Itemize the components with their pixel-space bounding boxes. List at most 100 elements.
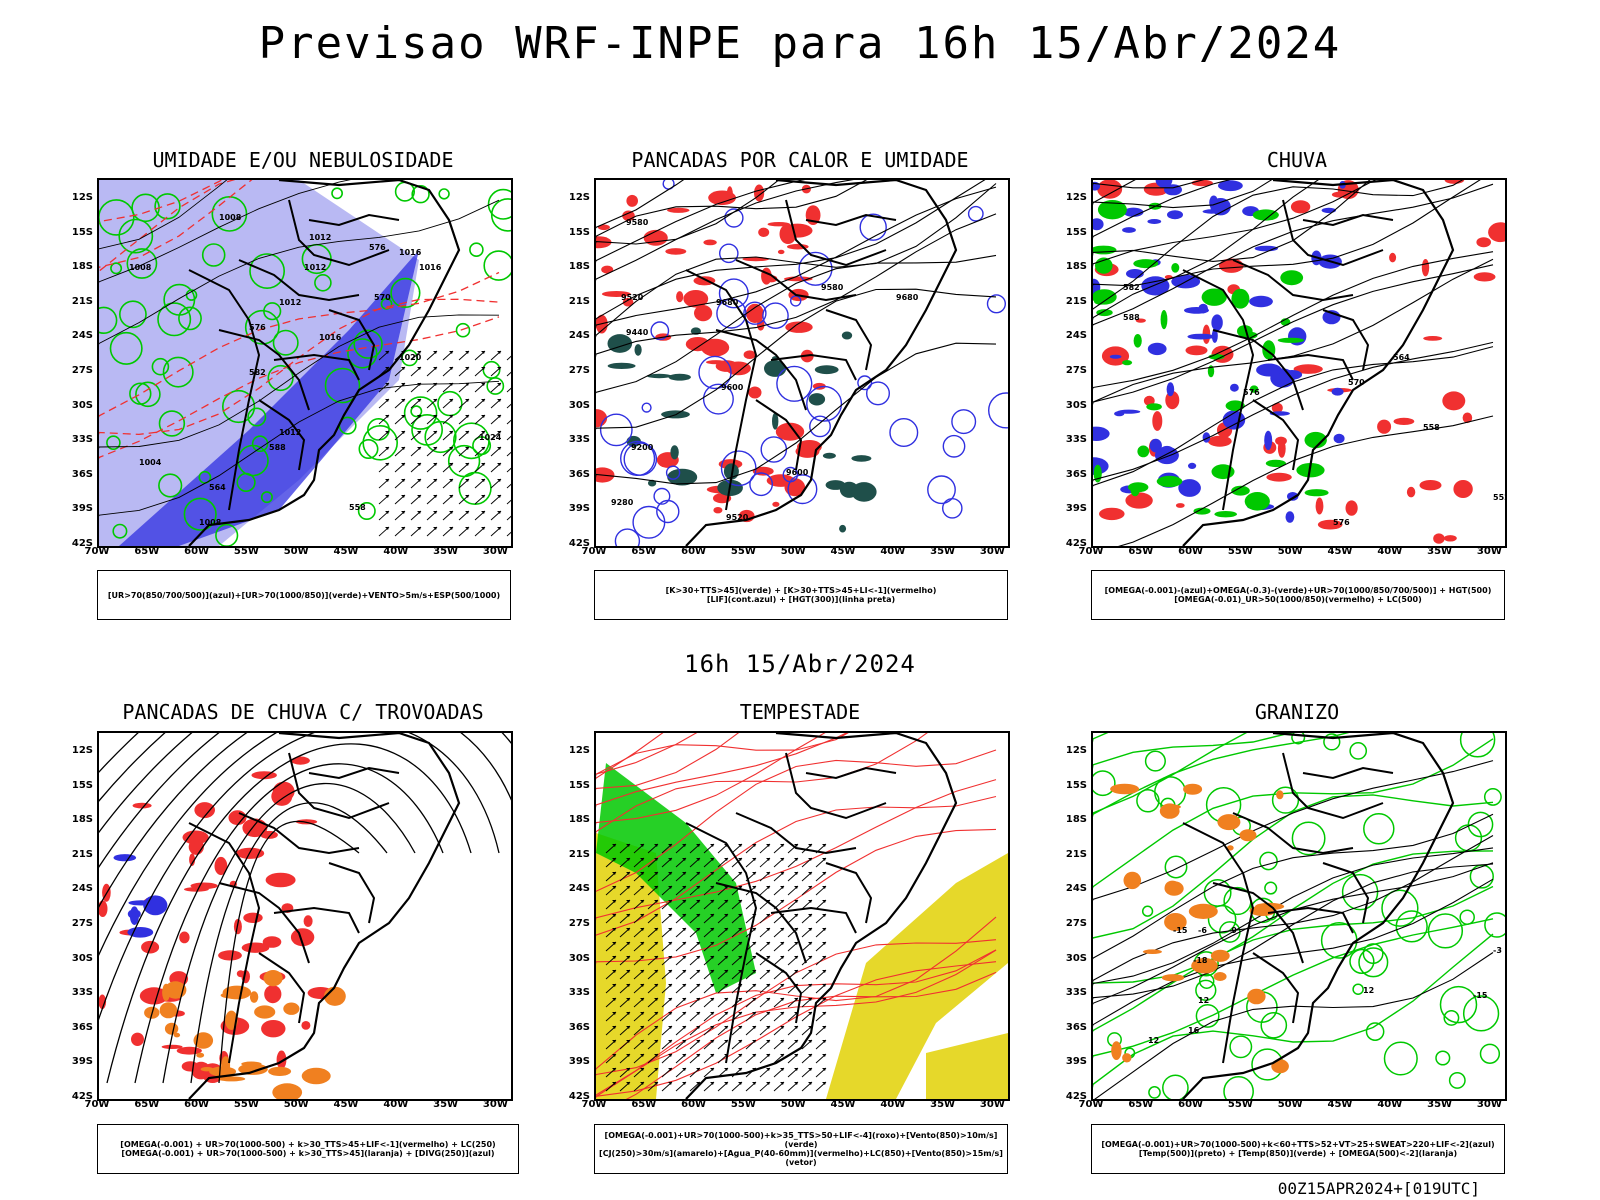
latitude-tick-label: 12S [71, 192, 93, 203]
longitude-tick-label: 65W [631, 1099, 657, 1110]
panel-title: GRANIZO [1254, 700, 1340, 724]
contour-label: 9600 [721, 383, 744, 392]
map-svg: 9580 9520 9440 9680 9600 9580 9200 9280 9520 9600… [596, 180, 1008, 546]
legend-line: [OMEGA(-0.001) + UR>70(1000-500) + k>30_… [121, 1149, 495, 1158]
legend-line: [LIF](cont.azul) + [HGT(300)](linha pret… [706, 595, 896, 604]
latitude-tick-label: 42S [568, 538, 590, 549]
latitude-tick-label: 21S [1065, 295, 1087, 307]
longitude-tick-label: 65W [1128, 1099, 1154, 1110]
contour-label: 9440 [626, 328, 649, 337]
longitude-tick-label: 70W [581, 1099, 607, 1110]
latitude-tick-label: 27S [1065, 365, 1087, 376]
subtitle: 16h 15/Abr/2024 [684, 650, 916, 678]
longitude-tick-label: 35W [433, 546, 459, 557]
latitude-tick-label: 33S [568, 434, 590, 446]
longitude-tick-label: 65W [134, 1099, 160, 1110]
map-svg: 1008 1012 1012 1016 1016 1012 1020 1024 1008 1004… [99, 180, 511, 546]
longitude-tick-label: 50W [283, 546, 309, 557]
latitude-tick-label: 30S [568, 952, 590, 964]
contour-label: 9600 [786, 468, 809, 477]
latitude-tick-label: 18S [1065, 261, 1087, 273]
longitude-tick-label: 45W [830, 546, 856, 557]
latitude-tick-label: 12S [1065, 192, 1087, 203]
legend-line: [OMEGA(-0.001) + UR>70(1000-500) + k>30_… [120, 1140, 496, 1149]
contour-label: -6 [1198, 926, 1207, 935]
latitude-tick-label: 15S [568, 226, 590, 238]
contour-label: -18 [1193, 956, 1208, 965]
longitude-tick-label: 55W [233, 1099, 259, 1110]
contour-label: 552 [1493, 493, 1505, 502]
contour-label: 558 [1423, 423, 1440, 432]
legend-box: [OMEGA(-0.001)+UR>70(1000-500)+k<60+TTS>… [1091, 1124, 1505, 1174]
legend-line: [OMEGA(-0.01)_UR>50(1000/850)(vermelho) … [1174, 595, 1422, 604]
latitude-tick-label: 33S [568, 987, 590, 999]
longitude-tick-label: 40W [1377, 1099, 1403, 1110]
longitude-tick-label: 45W [333, 546, 359, 557]
latitude-tick-label: 18S [71, 261, 93, 273]
contour-label: 9680 [896, 293, 919, 302]
latitude-tick-label: 33S [71, 987, 93, 999]
longitude-tick-label: 60W [681, 546, 707, 557]
longitude-tick-label: 30W [979, 546, 1005, 557]
legend-line: [OMEGA(-0.001)+UR>70(1000-500)+k>35_TTS>… [604, 1131, 998, 1149]
longitude-tick-label: 70W [1078, 546, 1104, 557]
panel-title: CHUVA [1266, 148, 1328, 172]
contour-label: 582 [249, 368, 266, 377]
contour-label: 582 [1123, 283, 1140, 292]
latitude-tick-label: 15S [1065, 779, 1087, 791]
longitude-tick-label: 65W [1128, 546, 1154, 557]
panel-title: TEMPESTADE [739, 700, 861, 724]
latitude-tick-label: 42S [71, 1091, 93, 1102]
latitude-tick-label: 39S [1065, 503, 1087, 515]
panel-title: UMIDADE E/OU NEBULOSIDADE [152, 148, 454, 172]
legend-line: [Temp(500)](preto) + [Temp(850)](verde) … [1138, 1149, 1458, 1158]
latitude-tick-label: 24S [1065, 883, 1087, 895]
latitude-tick-label: 39S [568, 503, 590, 515]
latitude-tick-label: 36S [1065, 1021, 1087, 1033]
longitude-tick-label: 60W [184, 1099, 210, 1110]
latitude-tick-label: 36S [71, 468, 93, 480]
longitude-tick-label: 70W [1078, 1099, 1104, 1110]
longitude-tick-label: 70W [84, 546, 110, 557]
longitude-tick-label: 60W [1178, 546, 1204, 557]
latitude-tick-label: 39S [71, 503, 93, 515]
latitude-tick-label: 36S [71, 1021, 93, 1033]
longitude-tick-label: 40W [1377, 546, 1403, 557]
longitude-tick-label: 30W [1476, 546, 1502, 557]
longitude-tick-label: 45W [333, 1099, 359, 1110]
contour-label: 564 [209, 483, 226, 492]
longitude-tick-label: 40W [383, 546, 409, 557]
main-title: Previsao WRF-INPE para 16h 15/Abr/2024 [258, 18, 1342, 69]
latitude-tick-label: 15S [568, 779, 590, 791]
map-svg [596, 733, 1008, 1099]
contour-label: 1012 [309, 233, 331, 242]
latitude-tick-label: 18S [568, 261, 590, 273]
latitude-tick-label: 36S [568, 468, 590, 480]
legend-line: [K>30+TTS>45](verde) + [K>30+TTS>45+LI<-… [665, 586, 937, 595]
latitude-tick-label: 30S [1065, 952, 1087, 964]
latitude-tick-label: 42S [1065, 1091, 1087, 1102]
contour-label: 576 [249, 323, 266, 332]
contour-label: 1024 [479, 433, 502, 442]
contour-label: 588 [269, 443, 286, 452]
legend-box: [K>30+TTS>45](verde) + [K>30+TTS>45+LI<-… [594, 570, 1008, 620]
longitude-tick-label: 55W [730, 1099, 756, 1110]
longitude-tick-label: 40W [880, 1099, 906, 1110]
longitude-tick-label: 30W [1476, 1099, 1502, 1110]
map-svg: -15 -18 -6 -9 12 16 12 -15 12 -3 [1093, 733, 1505, 1099]
contour-label: 9580 [626, 218, 649, 227]
latitude-tick-label: 15S [1065, 226, 1087, 238]
forecast-map-panel: 1008 1012 1012 1016 1016 1012 1020 1024 1008 1004… [97, 178, 513, 548]
legend-line: [CJ(250)>30m/s](amarelo)+[Agua_P(40-60mm… [599, 1149, 1003, 1167]
contour-label: 1020 [399, 353, 422, 362]
longitude-tick-label: 45W [1327, 546, 1353, 557]
longitude-tick-label: 45W [830, 1099, 856, 1110]
contour-label: 576 [1333, 518, 1350, 527]
latitude-tick-label: 30S [71, 399, 93, 411]
longitude-tick-label: 30W [482, 546, 508, 557]
latitude-tick-label: 42S [568, 1091, 590, 1102]
longitude-tick-label: 35W [930, 1099, 956, 1110]
latitude-tick-label: 39S [568, 1056, 590, 1068]
longitude-tick-label: 60W [681, 1099, 707, 1110]
forecast-map-panel: -15 -18 -6 -9 12 16 12 -15 12 -3 [1091, 731, 1507, 1101]
